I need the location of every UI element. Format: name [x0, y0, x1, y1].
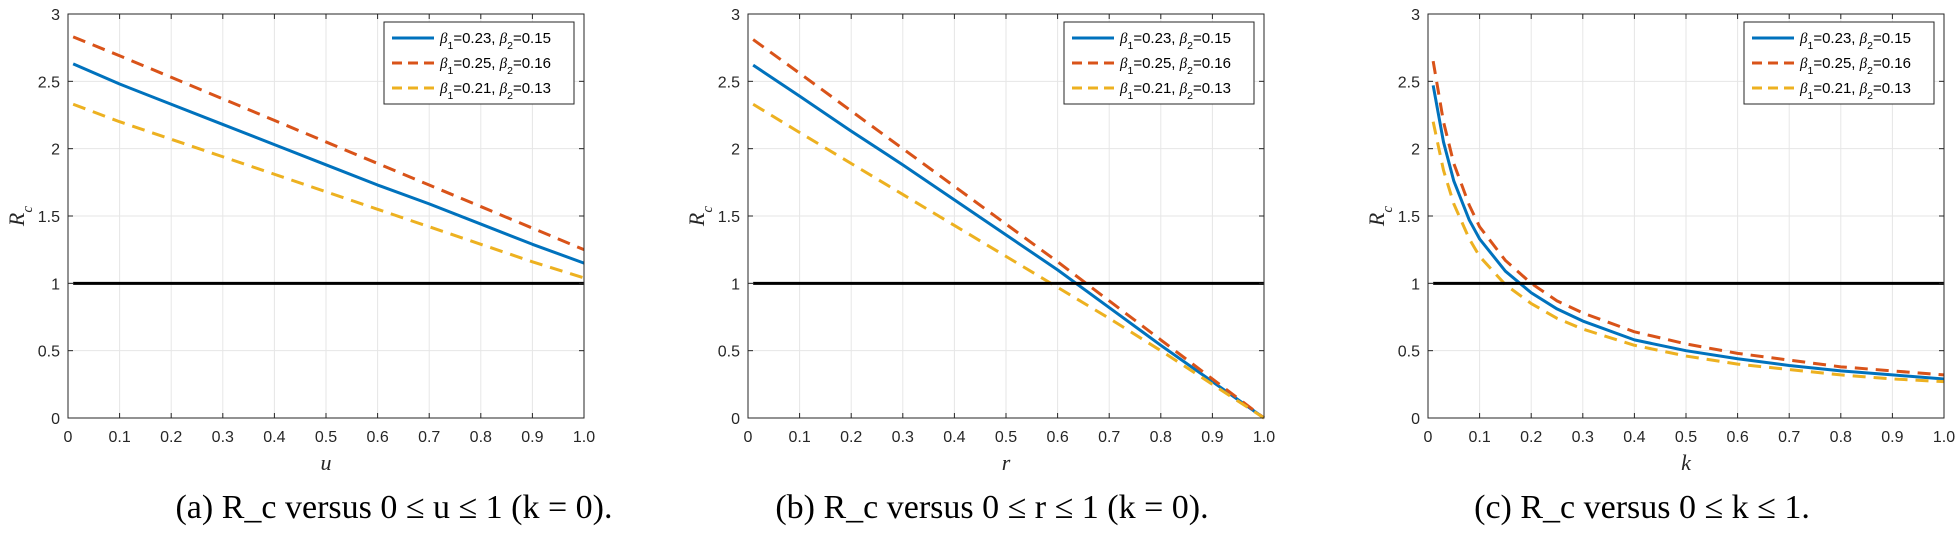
y-axis-label: Rc [1364, 206, 1396, 227]
y-tick-label: 0.5 [38, 344, 60, 361]
legend: β1=0.23, β2=0.15 β1=0.25, β2=0.16 β1=0.21,… [1743, 21, 1935, 105]
x-tick-label: 0.1 [788, 429, 810, 446]
caption-c: (c) R_c versus 0 ≤ k ≤ 1. [1474, 489, 1810, 526]
x-tick-label: 1.0 [1253, 429, 1275, 446]
x-axis-label: r [1002, 450, 1011, 475]
x-tick-label: 0.6 [1046, 429, 1068, 446]
series-line-1 [72, 62, 585, 265]
x-tick-label: 0.1 [108, 429, 130, 446]
x-tick-label: 0 [744, 429, 753, 446]
y-tick-label: 0 [1411, 411, 1420, 428]
x-axis-label: k [1681, 450, 1692, 475]
x-tick-label: 0.7 [1778, 429, 1800, 446]
x-tick-label: 0.3 [212, 429, 234, 446]
x-tick-label: 0.4 [263, 429, 285, 446]
y-tick-label: 1.5 [1398, 209, 1420, 226]
x-tick-label: 0.8 [470, 429, 492, 446]
y-tick-label: 3 [1411, 7, 1420, 24]
caption-a: (a) R_c versus 0 ≤ u ≤ 1 (k = 0). [175, 489, 613, 526]
legend: β1=0.23, β2=0.15 β1=0.25, β2=0.16 β1=0.21,… [383, 21, 575, 105]
x-tick-label: 0 [64, 429, 73, 446]
legend-label: β1=0.21, β2=0.13 [1119, 80, 1231, 102]
legend-label: β1=0.25, β2=0.16 [439, 55, 551, 77]
y-tick-label: 0.5 [718, 344, 740, 361]
series-line-2 [752, 38, 1265, 420]
series-line-1 [752, 63, 1265, 420]
x-tick-label: 0.2 [1520, 429, 1542, 446]
legend-label: β1=0.21, β2=0.13 [439, 80, 551, 102]
series-line-3 [72, 102, 585, 280]
legend-label: β1=0.23, β2=0.15 [1119, 30, 1231, 52]
x-tick-label: 0.3 [1572, 429, 1594, 446]
y-tick-label: 3 [51, 7, 60, 24]
y-axis-label: Rc [684, 206, 716, 227]
caption-b: (b) R_c versus 0 ≤ r ≤ 1 (k = 0). [775, 489, 1209, 526]
y-tick-label: 0.5 [1398, 344, 1420, 361]
x-tick-label: 0.6 [1726, 429, 1748, 446]
x-tick-label: 0.6 [366, 429, 388, 446]
y-tick-label: 1 [1411, 276, 1420, 293]
legend-label: β1=0.25, β2=0.16 [1119, 55, 1231, 77]
y-tick-label: 0 [51, 411, 60, 428]
x-tick-label: 0.7 [418, 429, 440, 446]
y-axis-label: Rc [4, 206, 36, 227]
x-tick-label: 0.8 [1830, 429, 1852, 446]
chart-panel-a: 0 0.1 0.2 0.3 0.4 0.5 0.6 0.7 0.8 0.9 1.0 0 0.5 1 1.5 2… [4, 7, 595, 475]
y-tick-label: 3 [731, 7, 740, 24]
x-tick-label: 0.2 [160, 429, 182, 446]
series-line-3 [752, 102, 1265, 420]
y-tick-label: 2 [731, 142, 740, 159]
x-tick-label: 0.4 [943, 429, 965, 446]
series-line-2 [1431, 60, 1945, 377]
x-tick-label: 0.5 [315, 429, 337, 446]
y-tick-label: 1 [731, 276, 740, 293]
chart-panel-c: 0 0.1 0.2 0.3 0.4 0.5 0.6 0.7 0.8 0.9 1.0 0 0.5 1 1.5 2… [1364, 7, 1955, 475]
x-tick-label: 0.5 [995, 429, 1017, 446]
y-tick-label: 2.5 [1398, 74, 1420, 91]
x-tick-label: 1.0 [573, 429, 595, 446]
y-tick-label: 2.5 [718, 74, 740, 91]
x-tick-label: 0.1 [1468, 429, 1490, 446]
x-axis-label: u [321, 450, 332, 475]
series-line-2 [72, 35, 585, 252]
x-tick-label: 0.9 [521, 429, 543, 446]
chart-panel-b: 0 0.1 0.2 0.3 0.4 0.5 0.6 0.7 0.8 0.9 1.0 0 0.5 1 1.5 2… [684, 7, 1275, 475]
y-tick-label: 1.5 [718, 209, 740, 226]
legend: β1=0.23, β2=0.15 β1=0.25, β2=0.16 β1=0.21,… [1063, 21, 1255, 105]
x-tick-label: 0.7 [1098, 429, 1120, 446]
x-tick-label: 0.3 [892, 429, 914, 446]
x-tick-label: 0.8 [1150, 429, 1172, 446]
x-tick-label: 0.9 [1201, 429, 1223, 446]
y-tick-label: 1.5 [38, 209, 60, 226]
legend-label: β1=0.21, β2=0.13 [1799, 80, 1911, 102]
legend-label: β1=0.23, β2=0.15 [439, 30, 551, 52]
legend-label: β1=0.25, β2=0.16 [1799, 55, 1911, 77]
x-tick-label: 0.9 [1881, 429, 1903, 446]
y-tick-label: 0 [731, 411, 740, 428]
legend-label: β1=0.23, β2=0.15 [1799, 30, 1911, 52]
y-tick-label: 1 [51, 276, 60, 293]
x-tick-label: 0.4 [1623, 429, 1645, 446]
x-tick-label: 0.5 [1675, 429, 1697, 446]
y-tick-label: 2 [1411, 142, 1420, 159]
x-tick-label: 0.2 [840, 429, 862, 446]
x-tick-label: 1.0 [1933, 429, 1955, 446]
y-tick-label: 2 [51, 142, 60, 159]
x-tick-label: 0 [1424, 429, 1433, 446]
y-tick-label: 2.5 [38, 74, 60, 91]
series-line-1 [1431, 85, 1945, 381]
series-line-3 [1431, 121, 1945, 384]
